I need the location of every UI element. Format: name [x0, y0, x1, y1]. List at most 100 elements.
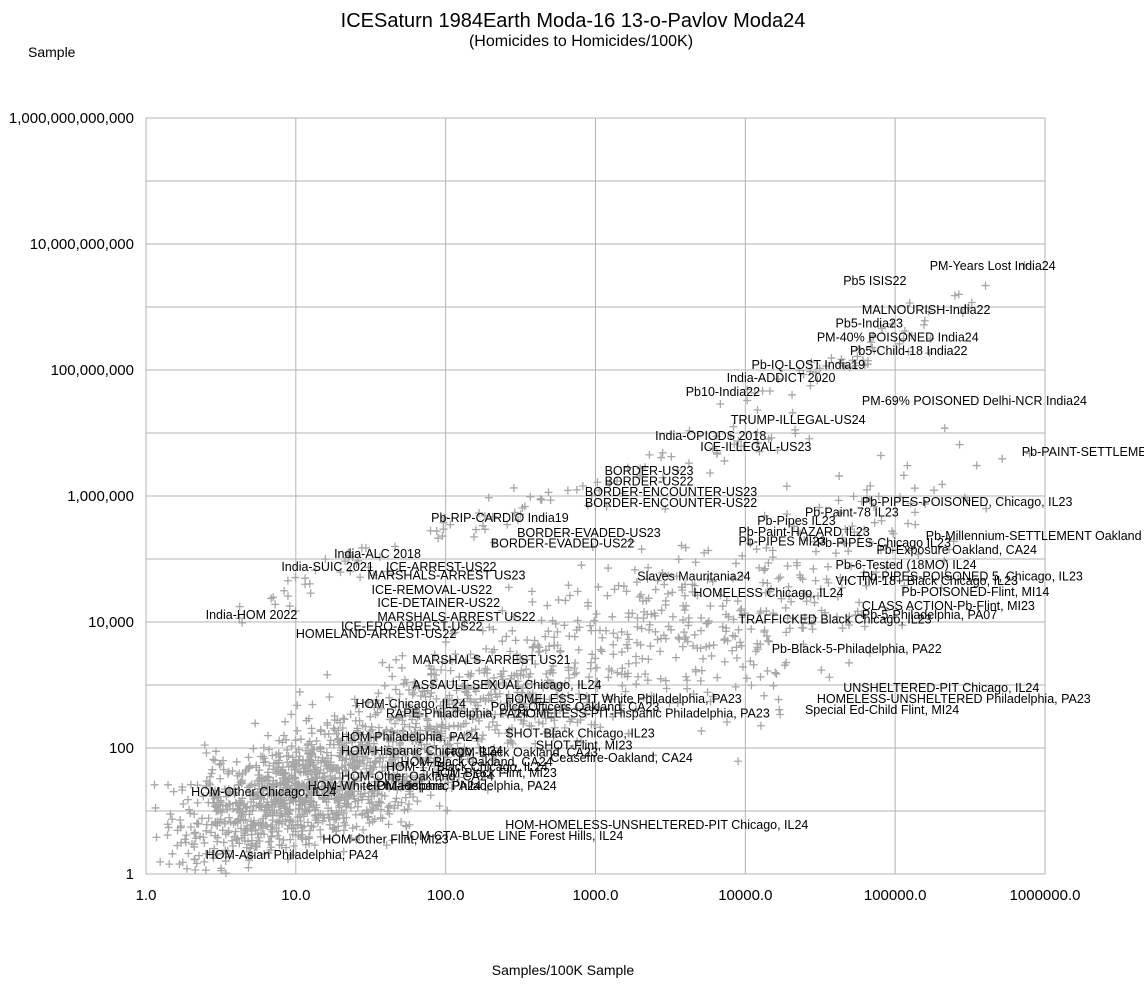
data-point — [306, 589, 315, 598]
data-point — [926, 334, 935, 343]
data-point — [197, 814, 206, 823]
data-point — [383, 807, 392, 816]
data-point — [264, 745, 273, 754]
data-point — [220, 785, 229, 794]
point-annotation: HOMELESS-UNSHELTERED Philadelphia, PA23 — [817, 692, 1091, 706]
data-point — [245, 807, 254, 816]
data-point — [309, 822, 318, 831]
data-point — [423, 714, 432, 723]
data-point — [729, 615, 738, 624]
data-point — [534, 647, 543, 656]
point-annotation: HOMELAND-ARREST-US22 — [296, 627, 456, 641]
data-point — [291, 573, 300, 582]
data-point — [432, 722, 441, 731]
data-point — [573, 737, 582, 746]
data-point — [512, 650, 521, 659]
data-point — [421, 692, 430, 701]
data-point — [194, 819, 203, 828]
data-point — [403, 805, 412, 814]
data-point — [272, 769, 281, 778]
data-point — [657, 453, 666, 462]
data-point — [837, 355, 846, 364]
data-point — [295, 687, 304, 696]
data-point — [215, 760, 224, 769]
data-point — [622, 587, 631, 596]
data-point — [588, 543, 597, 552]
data-point — [859, 568, 868, 577]
data-point — [728, 646, 737, 655]
data-point — [865, 538, 874, 547]
data-point — [626, 537, 635, 546]
data-point — [432, 671, 441, 680]
data-point — [733, 597, 742, 606]
data-point — [252, 801, 261, 810]
data-point — [407, 730, 416, 739]
data-point — [449, 677, 458, 686]
data-point — [738, 571, 747, 580]
data-point — [348, 755, 357, 764]
data-point — [731, 559, 740, 568]
data-point — [456, 722, 465, 731]
data-point — [551, 619, 560, 628]
data-point — [375, 785, 384, 794]
data-point — [565, 591, 574, 600]
data-point — [712, 432, 721, 441]
data-point — [382, 734, 391, 743]
data-point — [460, 616, 469, 625]
data-point — [809, 613, 818, 622]
point-annotation: Police Officers Oakland, CA23 — [491, 700, 660, 714]
data-point — [662, 684, 671, 693]
data-point — [351, 701, 360, 710]
data-point — [603, 591, 612, 600]
data-point — [271, 750, 280, 759]
data-point — [502, 681, 511, 690]
data-point — [322, 762, 331, 771]
data-point — [430, 650, 439, 659]
data-point — [690, 581, 699, 590]
data-point — [178, 782, 187, 791]
data-point — [232, 835, 241, 844]
data-point — [452, 698, 461, 707]
data-point — [446, 520, 455, 529]
data-point — [574, 645, 583, 654]
data-point — [296, 797, 305, 806]
data-point — [595, 626, 604, 635]
data-point — [814, 591, 823, 600]
data-point — [534, 718, 543, 727]
data-point — [760, 566, 769, 575]
data-point — [811, 368, 820, 377]
data-point — [425, 661, 434, 670]
data-point — [618, 681, 627, 690]
data-point — [437, 666, 446, 675]
data-point — [718, 622, 727, 631]
data-point — [246, 844, 255, 853]
data-point — [312, 736, 321, 745]
data-point — [644, 655, 653, 664]
data-point — [763, 579, 772, 588]
data-point — [447, 745, 456, 754]
data-point — [855, 531, 864, 540]
data-point — [408, 715, 417, 724]
data-point — [708, 444, 717, 453]
point-annotation: Slaves Mauritania24 — [637, 569, 750, 583]
data-point — [473, 701, 482, 710]
point-annotation: TRAFFICKED Black Chicago, IL23 — [738, 612, 931, 626]
data-point — [647, 691, 656, 700]
data-point — [391, 685, 400, 694]
data-point — [400, 782, 409, 791]
data-point — [388, 755, 397, 764]
data-point — [651, 585, 660, 594]
data-point — [202, 748, 211, 757]
data-point — [510, 508, 519, 517]
data-point — [235, 614, 244, 623]
data-point — [982, 504, 991, 513]
data-point — [259, 743, 268, 752]
data-point — [281, 717, 290, 726]
data-point — [708, 692, 717, 701]
data-point — [474, 655, 483, 664]
data-point — [706, 601, 715, 610]
data-point — [340, 715, 349, 724]
data-point — [849, 492, 858, 501]
data-point — [370, 791, 379, 800]
data-point — [339, 714, 348, 723]
